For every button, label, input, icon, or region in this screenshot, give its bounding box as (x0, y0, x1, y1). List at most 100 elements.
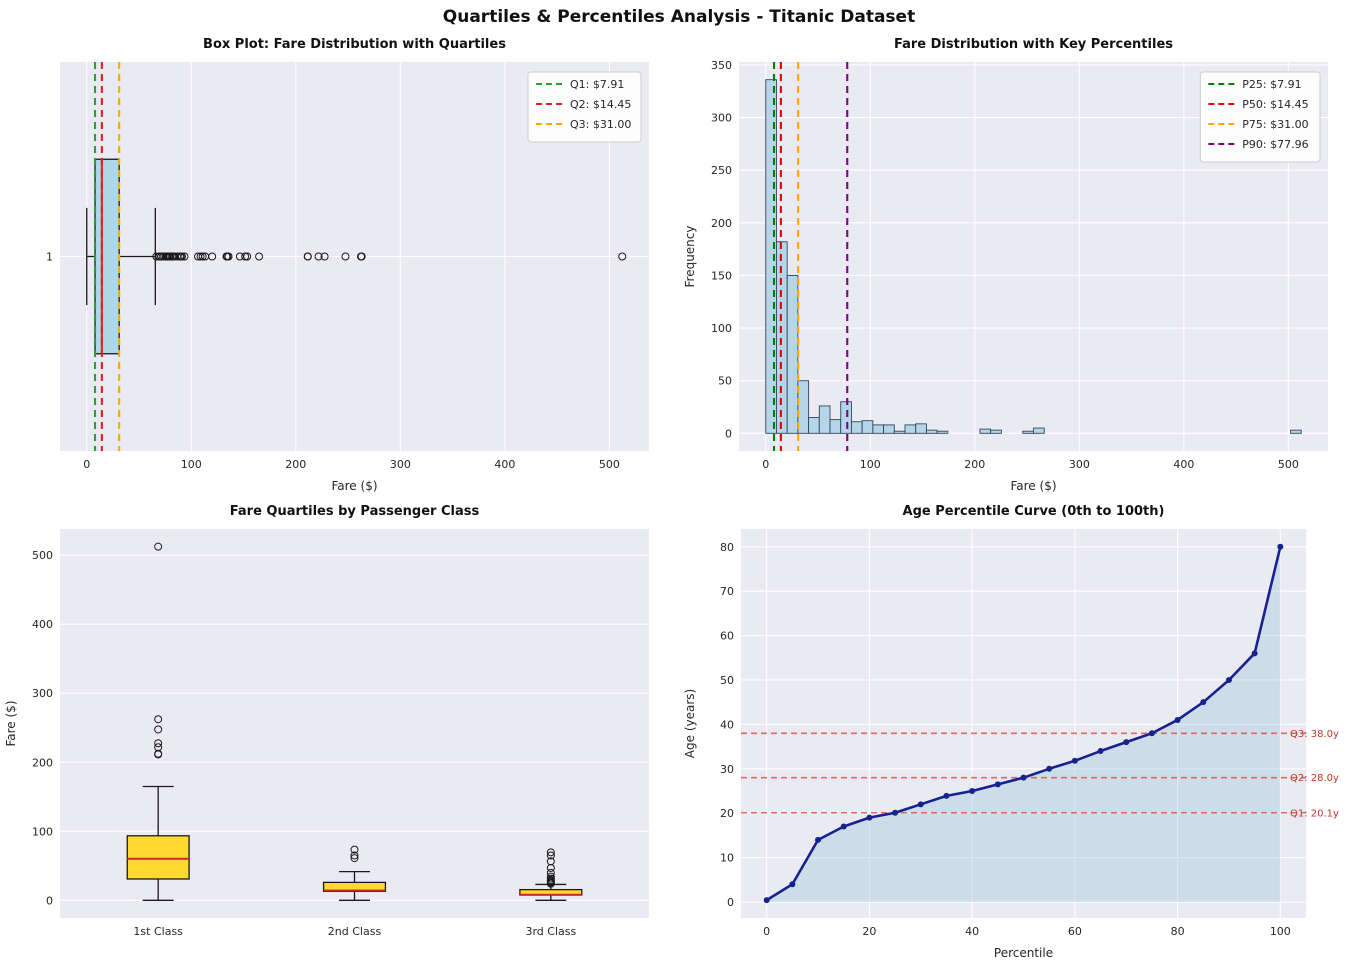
outlier-point (208, 252, 217, 261)
y-axis-label: Frequency (683, 226, 697, 288)
curve-marker (994, 781, 1001, 788)
x-tick-label: 0 (763, 925, 770, 938)
y-tick-label: 80 (720, 541, 734, 554)
box-plot-1 (322, 845, 387, 901)
chart-title-fare-boxplot: Box Plot: Fare Distribution with Quartil… (203, 37, 506, 52)
histogram-bar (850, 421, 863, 434)
curve-marker (840, 823, 847, 830)
y-tick-label: 50 (718, 375, 732, 388)
curve-marker (1071, 757, 1078, 764)
outlier-point (350, 845, 359, 854)
outliers (152, 252, 627, 261)
histogram-bar (797, 380, 810, 434)
y-tick-label: 40 (720, 718, 734, 731)
histogram-bar (861, 420, 874, 434)
x-tick-label: 100 (181, 458, 202, 471)
histogram-bar (883, 424, 895, 434)
outliers (546, 848, 555, 888)
histogram-bar (925, 429, 938, 434)
x-tick-label: 300 (1069, 458, 1090, 471)
histogram-bar (872, 424, 885, 434)
outlier-point (154, 715, 163, 724)
y-tick-label: 350 (711, 59, 732, 72)
x-axis-label: Fare ($) (331, 479, 377, 493)
x-tick-label: 300 (390, 458, 411, 471)
legend-box (1199, 71, 1321, 163)
quadrant-age-percentile: Age Percentile Curve (0th to 100th) 0 20 4… (679, 497, 1358, 964)
x-tick-label: 20 (862, 925, 876, 938)
quadrant-fare-histogram: Fare Distribution with Key Percentiles 0… (679, 30, 1358, 497)
outlier-point (196, 252, 205, 261)
outlier-point (350, 854, 359, 863)
histogram-bar (904, 424, 917, 434)
legend-label: P90: $77.96 (1242, 138, 1308, 151)
outliers (350, 845, 359, 863)
x-tick-label: 200 (964, 458, 985, 471)
curve-marker (917, 801, 924, 808)
histogram-bar (1022, 430, 1034, 434)
x-tick-label: 0 (762, 458, 769, 471)
curve-marker (1251, 650, 1258, 657)
legend-label: Q1: $7.91 (570, 78, 624, 91)
outlier-point (180, 252, 189, 261)
curve-marker (1277, 543, 1284, 550)
category-label: 1st Class (133, 925, 183, 938)
outlier-point (241, 252, 250, 261)
x-tick-label: 0 (83, 458, 90, 471)
legend-label: Q2: $14.45 (570, 98, 631, 111)
outlier-point (154, 725, 163, 734)
outlier-point (320, 252, 329, 261)
y-tick-label: 300 (711, 112, 732, 125)
quartile-hlines: Q1: 20.1y Q2: 28.0y Q3: 38.0y (741, 729, 1339, 819)
x-tick-label: 200 (285, 458, 306, 471)
y-tick-label: 200 (711, 217, 732, 230)
histogram-bar (1290, 429, 1302, 434)
outlier-point (357, 252, 366, 261)
curve-marker (1020, 774, 1027, 781)
legend-label: P25: $7.91 (1242, 78, 1301, 91)
curve-markers (763, 543, 1284, 904)
y-tick-label: 70 (720, 585, 734, 598)
y-tick-label: 300 (32, 687, 53, 700)
outlier-point (546, 872, 555, 881)
curve-marker (1148, 730, 1155, 737)
fare-by-class-chart: 0 100 200 300 400 500 Fare ($) 1st Class 2nd Cla… (4, 529, 649, 938)
outlier-point (546, 857, 555, 866)
x-tick-label: 40 (965, 925, 979, 938)
curve-marker (969, 787, 976, 794)
curve-marker (815, 836, 822, 843)
y-tick-label: 100 (711, 322, 732, 335)
outlier-point (255, 252, 264, 261)
y-tick-label: 1 (46, 251, 53, 264)
category-label: 2nd Class (328, 925, 382, 938)
fare-histogram-chart: 0 100 200 300 400 500 0 50 100 150 200 250 300 350 Far… (683, 59, 1328, 493)
y-tick-label: 100 (32, 825, 53, 838)
outlier-point (154, 542, 163, 551)
quadrant-fare-boxplot: Box Plot: Fare Distribution with Quartil… (0, 30, 679, 497)
curve-marker (789, 881, 796, 888)
outlier-point (546, 868, 555, 877)
y-tick-label: 60 (720, 630, 734, 643)
x-tick-label: 100 (1270, 925, 1291, 938)
histogram-bar (829, 419, 842, 434)
histogram-bar (786, 274, 799, 434)
outlier-point (350, 851, 359, 860)
y-axis-label: Fare ($) (4, 700, 18, 746)
outlier-point (154, 743, 163, 752)
histogram-bar (936, 430, 949, 434)
histogram-bars (765, 79, 1302, 434)
histogram-bar (840, 401, 852, 434)
y-tick-label: 500 (32, 549, 53, 562)
subplot-grid: Box Plot: Fare Distribution with Quartil… (0, 30, 1358, 964)
x-tick-label: 80 (1171, 925, 1185, 938)
histogram-bar (808, 417, 820, 434)
legend: Q1: $7.91 Q2: $14.45 Q3: $31.00 (527, 71, 642, 143)
histogram-bar (915, 423, 927, 434)
iqr-box (126, 835, 190, 880)
age-percentile-chart: 0 20 40 60 80 100 0 10 20 30 40 50 60 70 80 Percentile A… (683, 529, 1339, 960)
curve-marker (1046, 765, 1053, 772)
curve-marker (1174, 716, 1181, 723)
quadrant-fare-by-class: Fare Quartiles by Passenger Class 0 100 20… (0, 497, 679, 964)
outliers (154, 542, 163, 759)
